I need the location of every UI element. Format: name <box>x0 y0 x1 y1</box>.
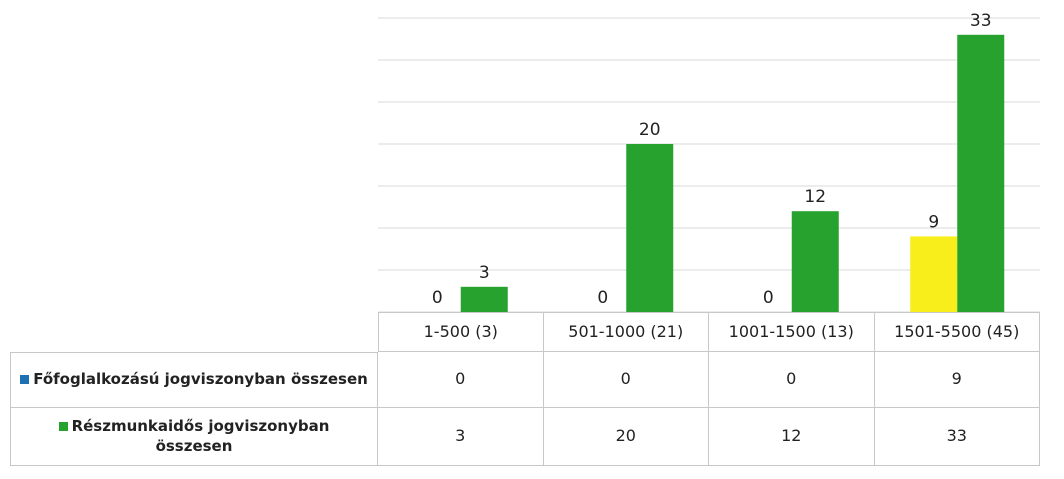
table-cell: 0 <box>543 352 709 408</box>
table-header: 1501-5500 (45) <box>874 312 1040 352</box>
legend-marker <box>20 375 30 385</box>
legend-marker <box>58 422 68 431</box>
legend-entry: Részmunkaidős jogviszonyban összesen <box>10 408 378 466</box>
data-label: 9 <box>928 212 939 232</box>
table-cell: 20 <box>543 408 709 466</box>
data-label: 3 <box>479 263 490 283</box>
table-header: 1001-1500 (13) <box>709 312 875 352</box>
bar <box>910 236 958 312</box>
table-cell: 0 <box>378 352 544 408</box>
data-label: 0 <box>432 288 443 308</box>
data-label: 0 <box>763 288 774 308</box>
table-cell: 33 <box>874 408 1040 466</box>
legend-entry: Főfoglalkozású jogviszonyban összesen <box>10 352 378 408</box>
data-label: 20 <box>639 120 661 140</box>
table-cell: 12 <box>709 408 875 466</box>
bar <box>460 286 508 312</box>
bar <box>626 144 674 312</box>
data-label: 12 <box>804 187 826 207</box>
table-cell: 9 <box>874 352 1040 408</box>
data-label: 0 <box>597 288 608 308</box>
bar <box>957 34 1005 313</box>
table-header: 501-1000 (21) <box>543 312 709 352</box>
legend-label: Főfoglalkozású jogviszonyban összesen <box>33 370 368 389</box>
table-cell: 0 <box>709 352 875 408</box>
data-label: 33 <box>970 11 992 31</box>
bar <box>791 211 839 312</box>
legend-label: Részmunkaidős jogviszonyban összesen <box>71 417 330 455</box>
table-header: 1-500 (3) <box>378 312 544 352</box>
table-cell: 3 <box>378 408 544 466</box>
